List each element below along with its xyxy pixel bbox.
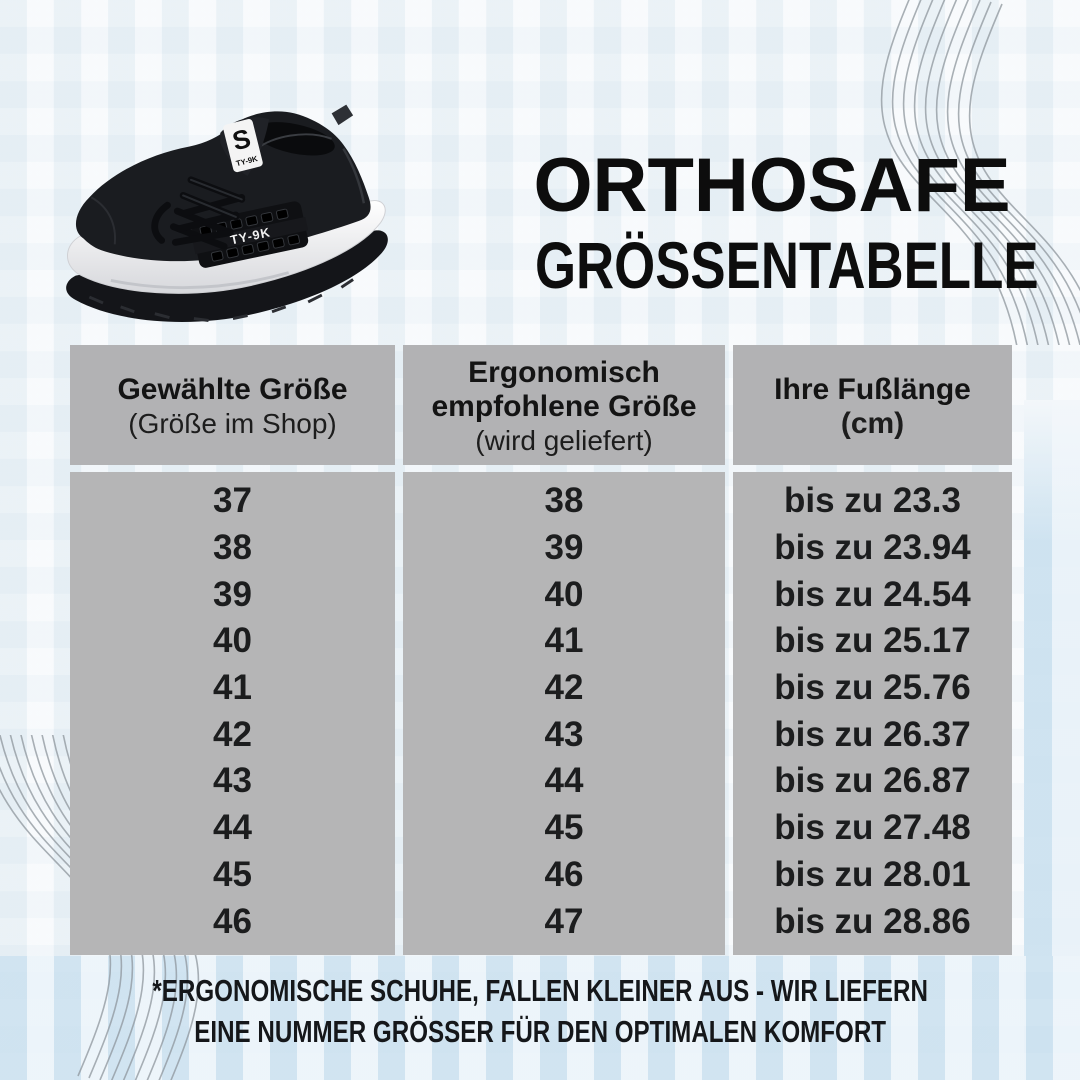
column-title: Ergonomisch empfohlene Größe bbox=[431, 355, 697, 423]
column-title: Ihre Fußlänge bbox=[774, 372, 971, 406]
footer-line-1: *ERGONOMISCHE SCHUHE, FALLEN KLEINER AUS… bbox=[152, 973, 928, 1008]
column-subtitle: (cm) bbox=[840, 406, 905, 440]
table-cell: 43 bbox=[544, 714, 584, 754]
table-cell: 38 bbox=[544, 481, 584, 521]
shoe-collar bbox=[254, 122, 335, 156]
column-subtitle: (Größe im Shop) bbox=[128, 407, 337, 439]
table-cell: 41 bbox=[544, 621, 584, 661]
table-cell: 39 bbox=[544, 528, 584, 568]
table-cell: bis zu 23.94 bbox=[774, 528, 971, 568]
size-table-body-column-foot-length: bis zu 23.3 bis zu 23.94 bis zu 24.54 bi… bbox=[733, 472, 1012, 955]
table-cell: bis zu 26.37 bbox=[774, 714, 971, 754]
table-cell: bis zu 26.87 bbox=[774, 761, 971, 801]
table-cell: 42 bbox=[544, 668, 584, 708]
table-cell: 42 bbox=[213, 714, 252, 754]
table-cell: bis zu 27.48 bbox=[774, 808, 971, 848]
page-subtitle: GRÖSSENTABELLE bbox=[534, 228, 1039, 302]
brand-title: ORTHOSAFE bbox=[533, 143, 1011, 228]
size-table-body-column-selected: 37 38 39 40 41 42 43 44 45 46 bbox=[70, 472, 395, 955]
footer-disclaimer: *ERGONOMISCHE SCHUHE, FALLEN KLEINER AUS… bbox=[0, 970, 1080, 1052]
title-block: ORTHOSAFE GRÖSSENTABELLE bbox=[472, 146, 1072, 304]
table-cell: 40 bbox=[544, 574, 584, 614]
column-title: Gewählte Größe bbox=[117, 372, 348, 406]
shoe-heel-tab bbox=[331, 104, 354, 126]
table-cell: bis zu 24.54 bbox=[774, 574, 971, 614]
table-cell: 46 bbox=[213, 901, 252, 941]
size-table-header-selected-size: Gewählte Größe (Größe im Shop) bbox=[70, 345, 395, 465]
table-cell: 39 bbox=[213, 574, 252, 614]
size-table-header-foot-length: Ihre Fußlänge (cm) bbox=[733, 345, 1012, 465]
table-cell: 40 bbox=[213, 621, 252, 661]
table-cell: 44 bbox=[213, 808, 252, 848]
table-cell: bis zu 28.86 bbox=[774, 901, 971, 941]
table-cell: bis zu 23.3 bbox=[783, 481, 962, 521]
size-table-header-recommended-size: Ergonomisch empfohlene Größe (wird gelie… bbox=[403, 345, 725, 465]
table-cell: bis zu 25.76 bbox=[774, 668, 971, 708]
table-cell: 38 bbox=[213, 528, 252, 568]
shoe-tongue-label bbox=[223, 119, 263, 173]
size-table-body-column-recommended: 38 39 40 41 42 43 44 45 46 47 bbox=[403, 472, 725, 955]
table-cell: 41 bbox=[213, 668, 252, 708]
product-shoe-image: TY-9K S TY-9K bbox=[66, 104, 388, 322]
table-cell: bis zu 25.17 bbox=[774, 621, 971, 661]
column-subtitle: (wird geliefert) bbox=[475, 424, 653, 456]
table-cell: 45 bbox=[544, 808, 584, 848]
table-cell: 47 bbox=[544, 901, 584, 941]
footer-line-2: EINE NUMMER GRÖSSER FÜR DEN OPTIMALEN KO… bbox=[194, 1014, 886, 1049]
table-cell: 46 bbox=[544, 854, 584, 894]
table-cell: 43 bbox=[213, 761, 252, 801]
table-cell: 37 bbox=[213, 481, 252, 521]
table-cell: 44 bbox=[544, 761, 584, 801]
table-cell: 45 bbox=[213, 854, 252, 894]
size-table: Gewählte Größe (Größe im Shop) Ergonomis… bbox=[70, 345, 1012, 955]
table-cell: bis zu 28.01 bbox=[774, 854, 971, 894]
